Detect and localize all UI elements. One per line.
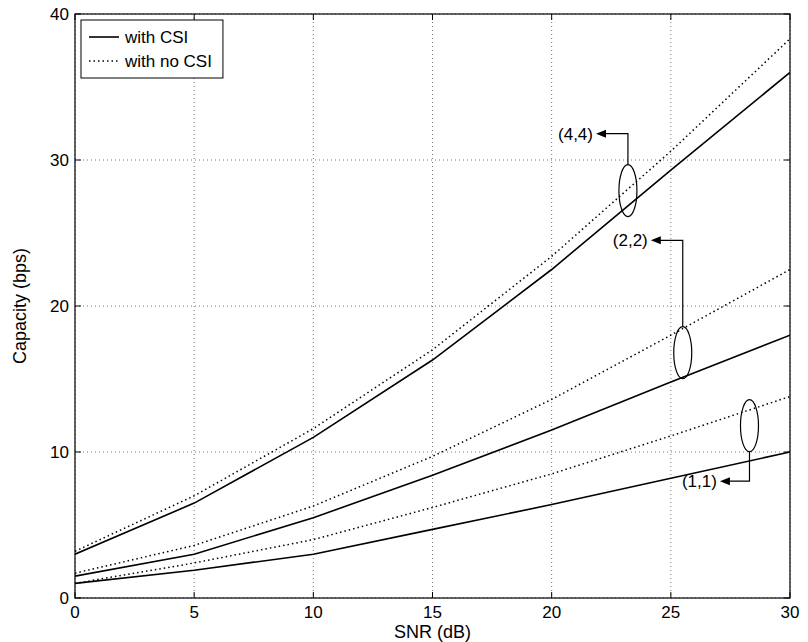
x-grid [432,14,433,598]
annotations [596,130,758,485]
series-line [75,452,790,583]
x-tick [313,14,314,20]
y-tick-label: 0 [60,589,69,608]
plot-bg [75,14,790,598]
x-tick [432,14,433,20]
annotation-arrow [728,452,750,481]
plot-frame [75,14,790,598]
x-grid [194,14,195,598]
annotation-ellipse [674,327,692,379]
chart: 0 5 10 15 20 25 30 0 10 20 30 40 SNR (dB) Capacity (b… [0,0,808,642]
series-line [75,335,790,576]
annotation-arrowhead [720,477,730,485]
x-tick [432,592,433,598]
y-tick [75,452,81,453]
x-axis-title: SNR (dB) [394,622,471,642]
y-tick [75,160,81,161]
legend: with CSI with no CSI [81,20,223,78]
y-tick-label: 30 [50,151,69,170]
x-tick [551,14,552,20]
annotation-ellipse [619,165,637,217]
annotation-arrowhead [596,130,606,138]
series-group [75,39,790,584]
x-tick-label: 25 [661,603,680,622]
annotation-text: (2,2) [613,231,648,250]
series-line [75,397,790,584]
x-tick [313,592,314,598]
annotation-arrow [604,134,628,165]
annotation-arrow [659,240,683,326]
legend-swatch [89,60,119,62]
annotation-ellipse [740,400,758,452]
x-tick-label: 10 [304,603,323,622]
y-axis-title: Capacity (bps) [10,248,30,364]
x-tick [670,592,671,598]
x-tick [194,14,195,20]
y-tick [75,306,81,307]
annotation-text: (4,4) [558,125,593,144]
x-tick-label: 15 [423,603,442,622]
x-tick [670,14,671,20]
x-tick [551,592,552,598]
y-tick-label: 20 [50,297,69,316]
annotation-arrowhead [651,236,661,244]
y-tick [784,160,790,161]
x-tick-label: 5 [189,603,198,622]
y-tick-label: 10 [50,443,69,462]
x-tick [194,592,195,598]
series-line [75,72,790,554]
grid [75,14,790,598]
legend-label: with CSI [124,28,188,47]
annotation-text: (1,1) [682,472,717,491]
legend-box [81,20,223,78]
legend-swatch [89,36,119,38]
legend-label: with no CSI [124,52,212,71]
x-grid [313,14,314,598]
x-tick-label: 30 [781,603,800,622]
x-tick-label: 0 [70,603,79,622]
series-line [75,39,790,551]
y-tick [784,306,790,307]
y-tick-label: 40 [50,5,69,24]
y-grid [75,452,790,453]
x-tick-label: 20 [542,603,561,622]
